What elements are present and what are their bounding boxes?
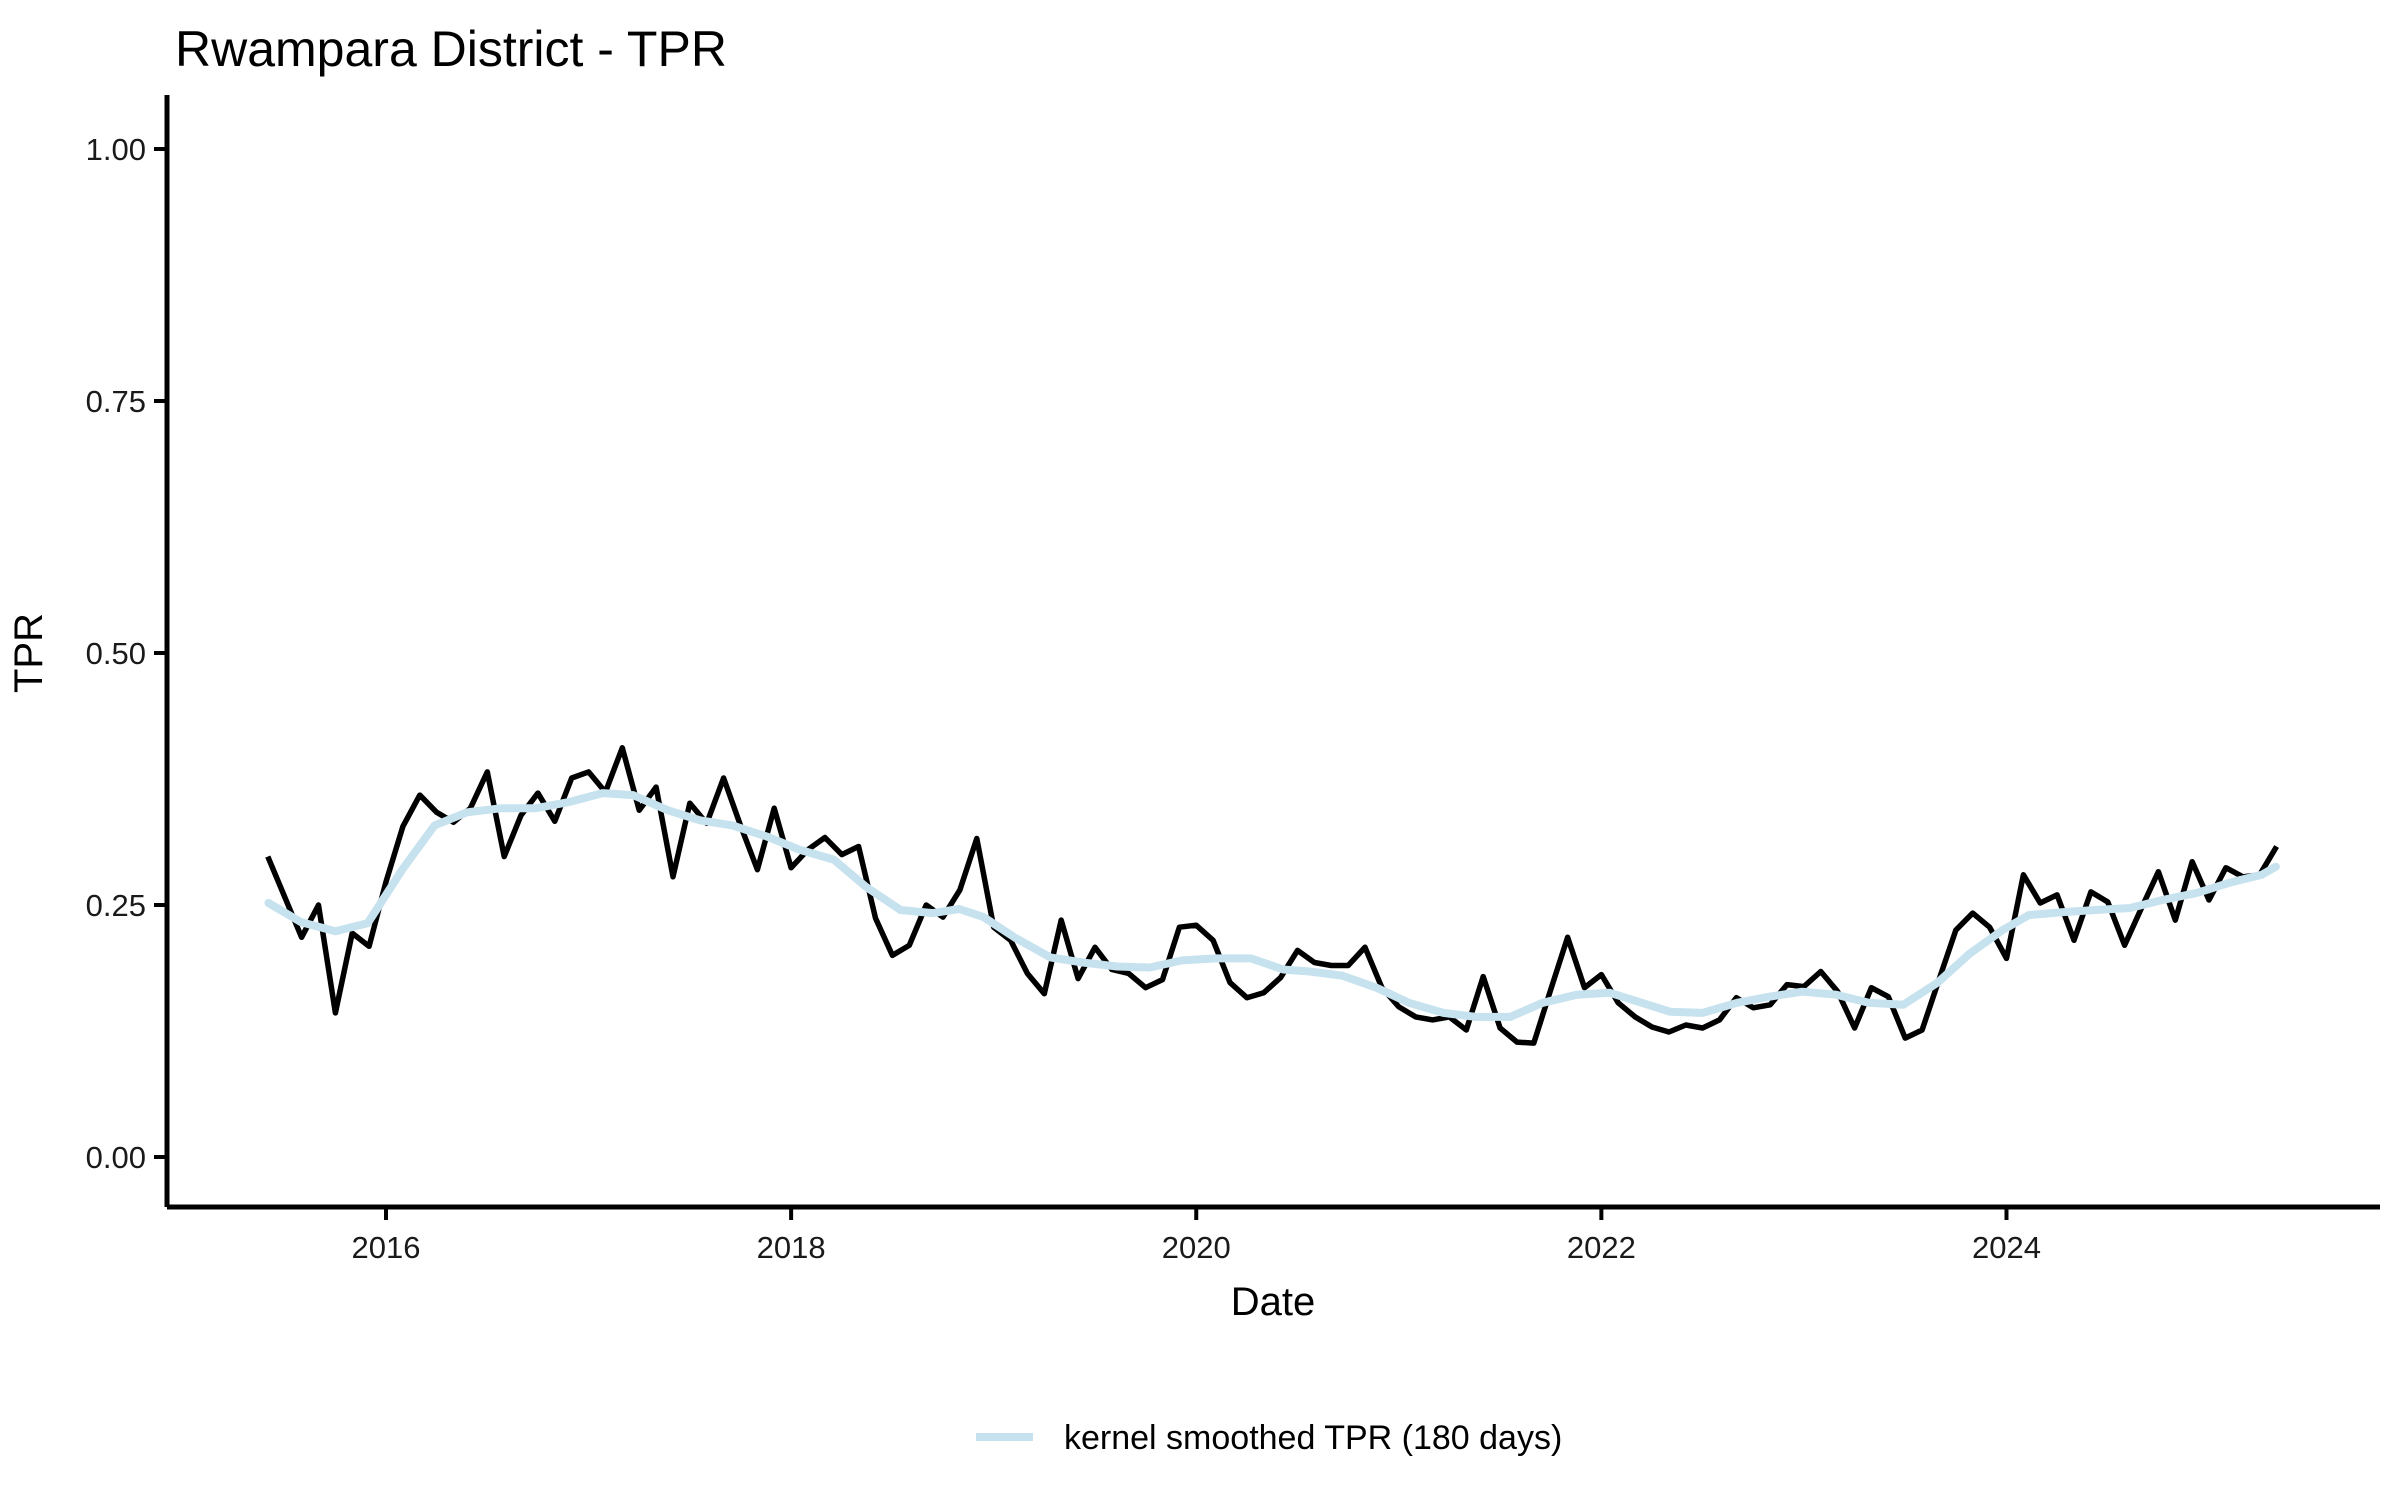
y-tick-label: 1.00 bbox=[86, 132, 146, 167]
y-tick-labels: 0.00 0.25 0.50 0.75 1.00 bbox=[86, 132, 146, 1175]
y-axis-label: TPR bbox=[7, 613, 51, 693]
y-tick-label: 0.00 bbox=[86, 1140, 146, 1175]
series-group bbox=[264, 745, 2280, 1046]
x-tick-label: 2024 bbox=[1972, 1230, 2041, 1265]
x-axis-label: Date bbox=[1231, 1280, 1316, 1324]
chart-title: Rwampara District - TPR bbox=[175, 21, 727, 77]
y-tick-label: 0.50 bbox=[86, 636, 146, 671]
y-tick-label: 0.25 bbox=[86, 888, 146, 923]
legend-smoothed-line-label: kernel smoothed TPR (180 days) bbox=[1064, 1419, 1562, 1457]
axes bbox=[154, 95, 2380, 1220]
x-tick-label: 2016 bbox=[352, 1230, 421, 1265]
y-tick-label: 0.75 bbox=[86, 384, 146, 419]
x-tick-label: 2018 bbox=[757, 1230, 826, 1265]
x-tick-labels: 2016 2018 2020 2022 2024 bbox=[352, 1230, 2041, 1265]
legend: kernel smoothed TPR (180 days) bbox=[976, 1419, 1562, 1457]
x-tick-label: 2020 bbox=[1162, 1230, 1231, 1265]
smoothed-tpr-line bbox=[264, 789, 2280, 1021]
raw-tpr-line bbox=[265, 745, 2279, 1046]
x-tick-label: 2022 bbox=[1567, 1230, 1636, 1265]
